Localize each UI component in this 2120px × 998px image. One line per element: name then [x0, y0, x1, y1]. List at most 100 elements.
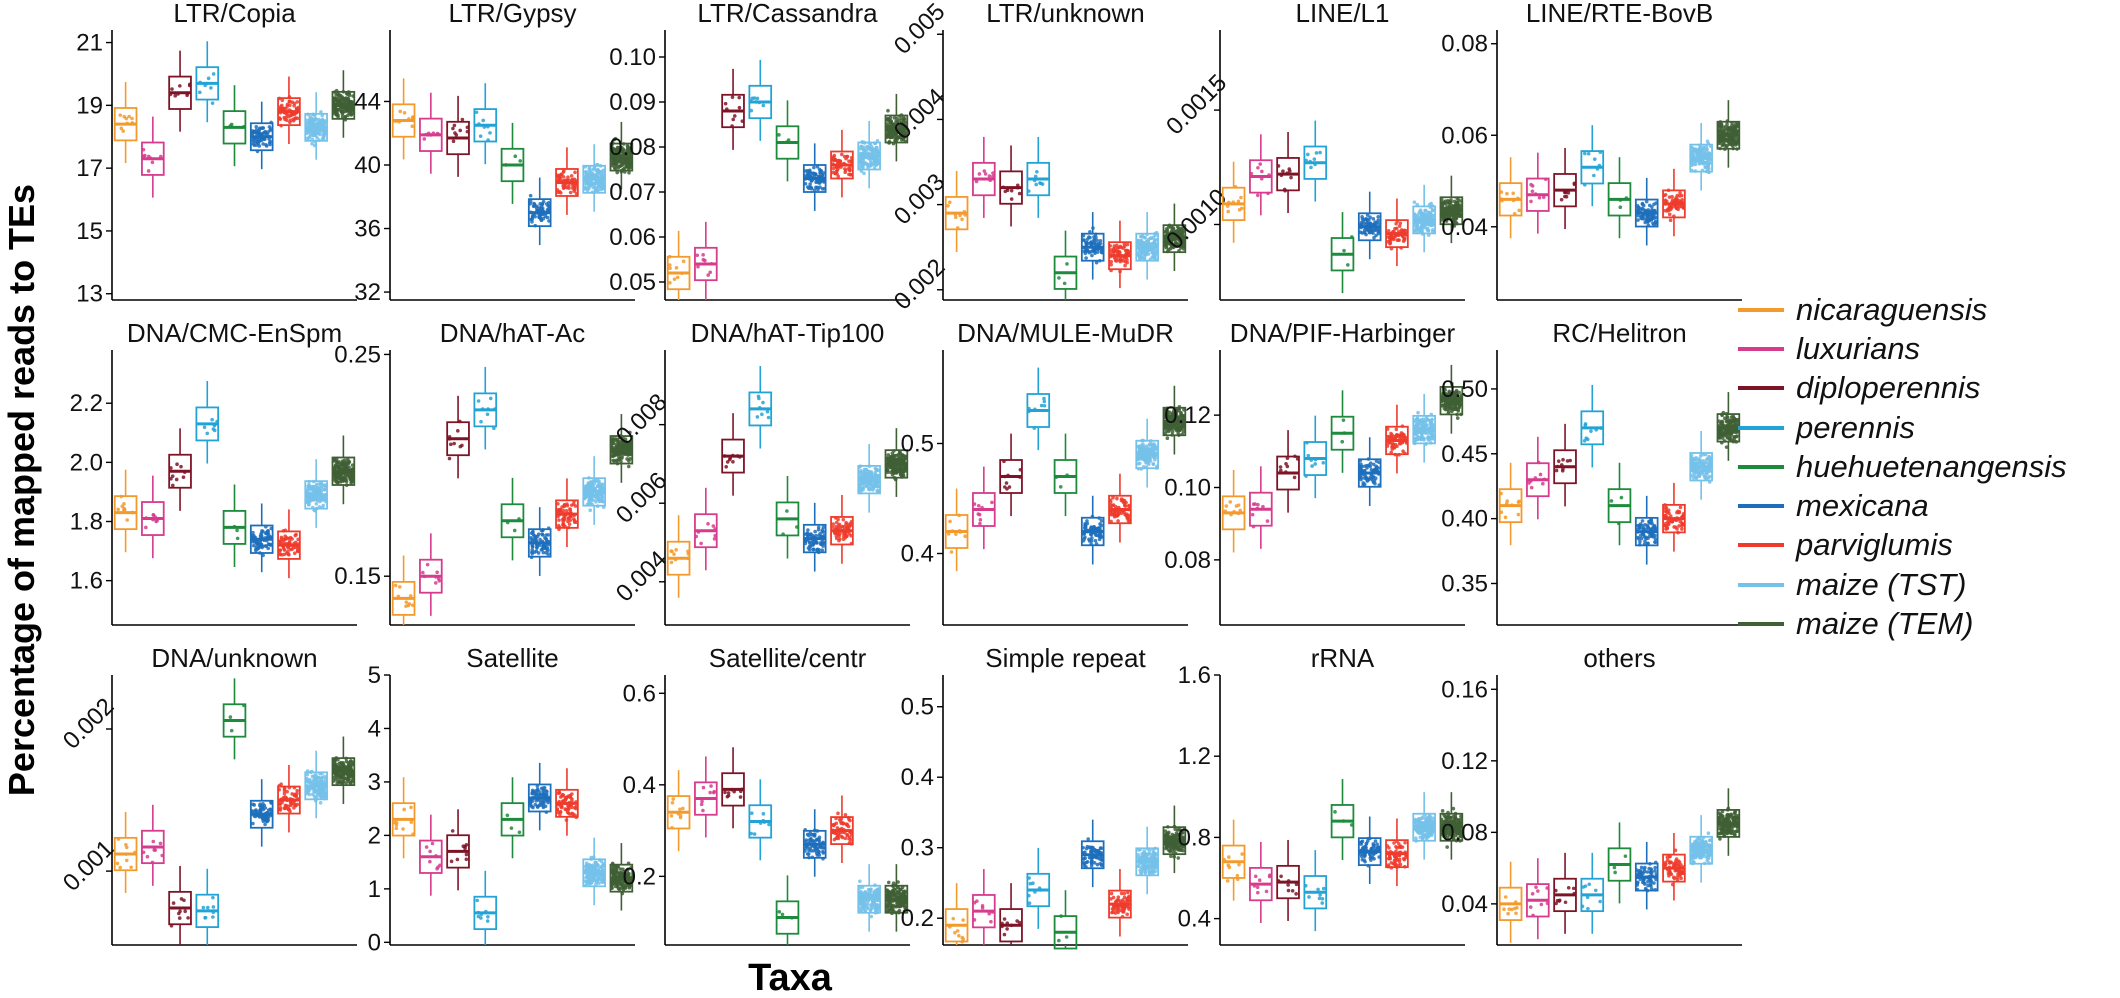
data-point — [1116, 512, 1120, 516]
data-point — [669, 560, 674, 565]
data-point — [292, 104, 296, 108]
data-point — [1057, 276, 1061, 280]
data-point — [421, 570, 425, 575]
data-point — [674, 266, 679, 270]
box-maize--tem- — [1716, 100, 1741, 168]
data-point — [1083, 526, 1088, 530]
box-perennis — [473, 366, 498, 450]
data-point — [766, 415, 771, 420]
data-point — [820, 528, 825, 532]
data-point — [869, 473, 873, 478]
data-point — [674, 548, 678, 552]
data-point — [433, 581, 438, 585]
data-point — [1255, 193, 1260, 198]
data-point — [1098, 535, 1103, 539]
data-point — [558, 174, 562, 179]
data-point — [596, 167, 600, 172]
data-point — [1730, 143, 1735, 148]
data-point — [869, 144, 874, 148]
data-point — [627, 150, 632, 154]
data-point — [592, 166, 597, 171]
data-point — [451, 126, 455, 131]
data-point — [1674, 206, 1679, 210]
data-point — [890, 451, 895, 456]
data-point — [818, 542, 823, 546]
data-point — [1042, 396, 1046, 401]
data-point — [310, 117, 315, 122]
y-tick-label: 0.10 — [609, 44, 656, 71]
panel-title: DNA/CMC-EnSpm — [127, 318, 342, 348]
data-point — [288, 118, 293, 123]
data-point — [867, 482, 871, 487]
data-point — [566, 175, 570, 179]
data-point — [1696, 152, 1701, 157]
data-point — [320, 136, 325, 141]
data-point — [568, 507, 572, 511]
data-point — [119, 126, 124, 131]
box-mexicana — [249, 503, 274, 573]
data-point — [1092, 235, 1096, 239]
box-parviglumis — [555, 478, 579, 548]
data-point — [447, 456, 452, 461]
data-point — [185, 93, 189, 98]
data-point — [1582, 151, 1587, 156]
data-point — [978, 521, 982, 526]
box-diploperennis — [721, 413, 745, 496]
data-point — [611, 160, 615, 165]
data-point — [815, 548, 819, 552]
panel-title: LINE/RTE-BovB — [1526, 0, 1713, 28]
box-nicaraguensis — [391, 78, 416, 160]
data-point — [410, 124, 415, 129]
data-point — [344, 479, 349, 484]
y-tick-label: 0.08 — [609, 134, 656, 161]
data-point — [896, 469, 901, 473]
data-point — [1281, 169, 1285, 174]
y-tick-label: 0.5 — [901, 431, 934, 458]
data-point — [402, 110, 407, 115]
box-parviglumis — [830, 129, 854, 198]
data-point — [181, 475, 186, 480]
data-point — [595, 492, 599, 497]
data-point — [538, 216, 543, 220]
y-tick-label: 36 — [354, 216, 381, 243]
box-perennis — [1026, 367, 1051, 451]
data-point — [948, 519, 952, 524]
data-point — [812, 165, 816, 170]
y-tick-label: 17 — [76, 155, 103, 182]
box-mexicana — [1080, 212, 1105, 280]
data-point — [752, 96, 757, 100]
data-point — [344, 462, 349, 467]
data-point — [835, 159, 840, 163]
y-tick-label: 0.0010 — [1161, 184, 1232, 255]
data-point — [425, 562, 430, 567]
data-point — [561, 170, 566, 174]
data-point — [1702, 146, 1706, 150]
data-point — [292, 117, 297, 121]
data-point — [1137, 256, 1142, 260]
data-point — [845, 154, 849, 159]
box-perennis — [195, 41, 220, 123]
data-point — [118, 113, 123, 117]
data-point — [1035, 169, 1039, 174]
y-tick-label: 0.15 — [334, 563, 381, 590]
data-point — [573, 504, 578, 508]
data-point — [452, 123, 457, 128]
box-diploperennis — [721, 68, 745, 150]
data-point — [293, 551, 297, 555]
data-point — [235, 536, 240, 541]
panel-title: LTR/Copia — [173, 0, 296, 28]
data-point — [452, 441, 456, 446]
data-point — [1039, 181, 1043, 186]
data-point — [1138, 234, 1143, 239]
y-tick-label: 0.003 — [889, 169, 951, 231]
data-point — [626, 464, 631, 469]
data-point — [458, 444, 463, 449]
box-parviglumis — [1108, 220, 1132, 289]
data-point — [256, 130, 260, 134]
y-tick-label: 0.04 — [1441, 214, 1488, 241]
data-point — [593, 186, 597, 190]
data-point — [267, 137, 271, 141]
box-maize--tst- — [857, 443, 881, 513]
data-point — [1005, 487, 1009, 491]
data-point — [280, 98, 285, 103]
